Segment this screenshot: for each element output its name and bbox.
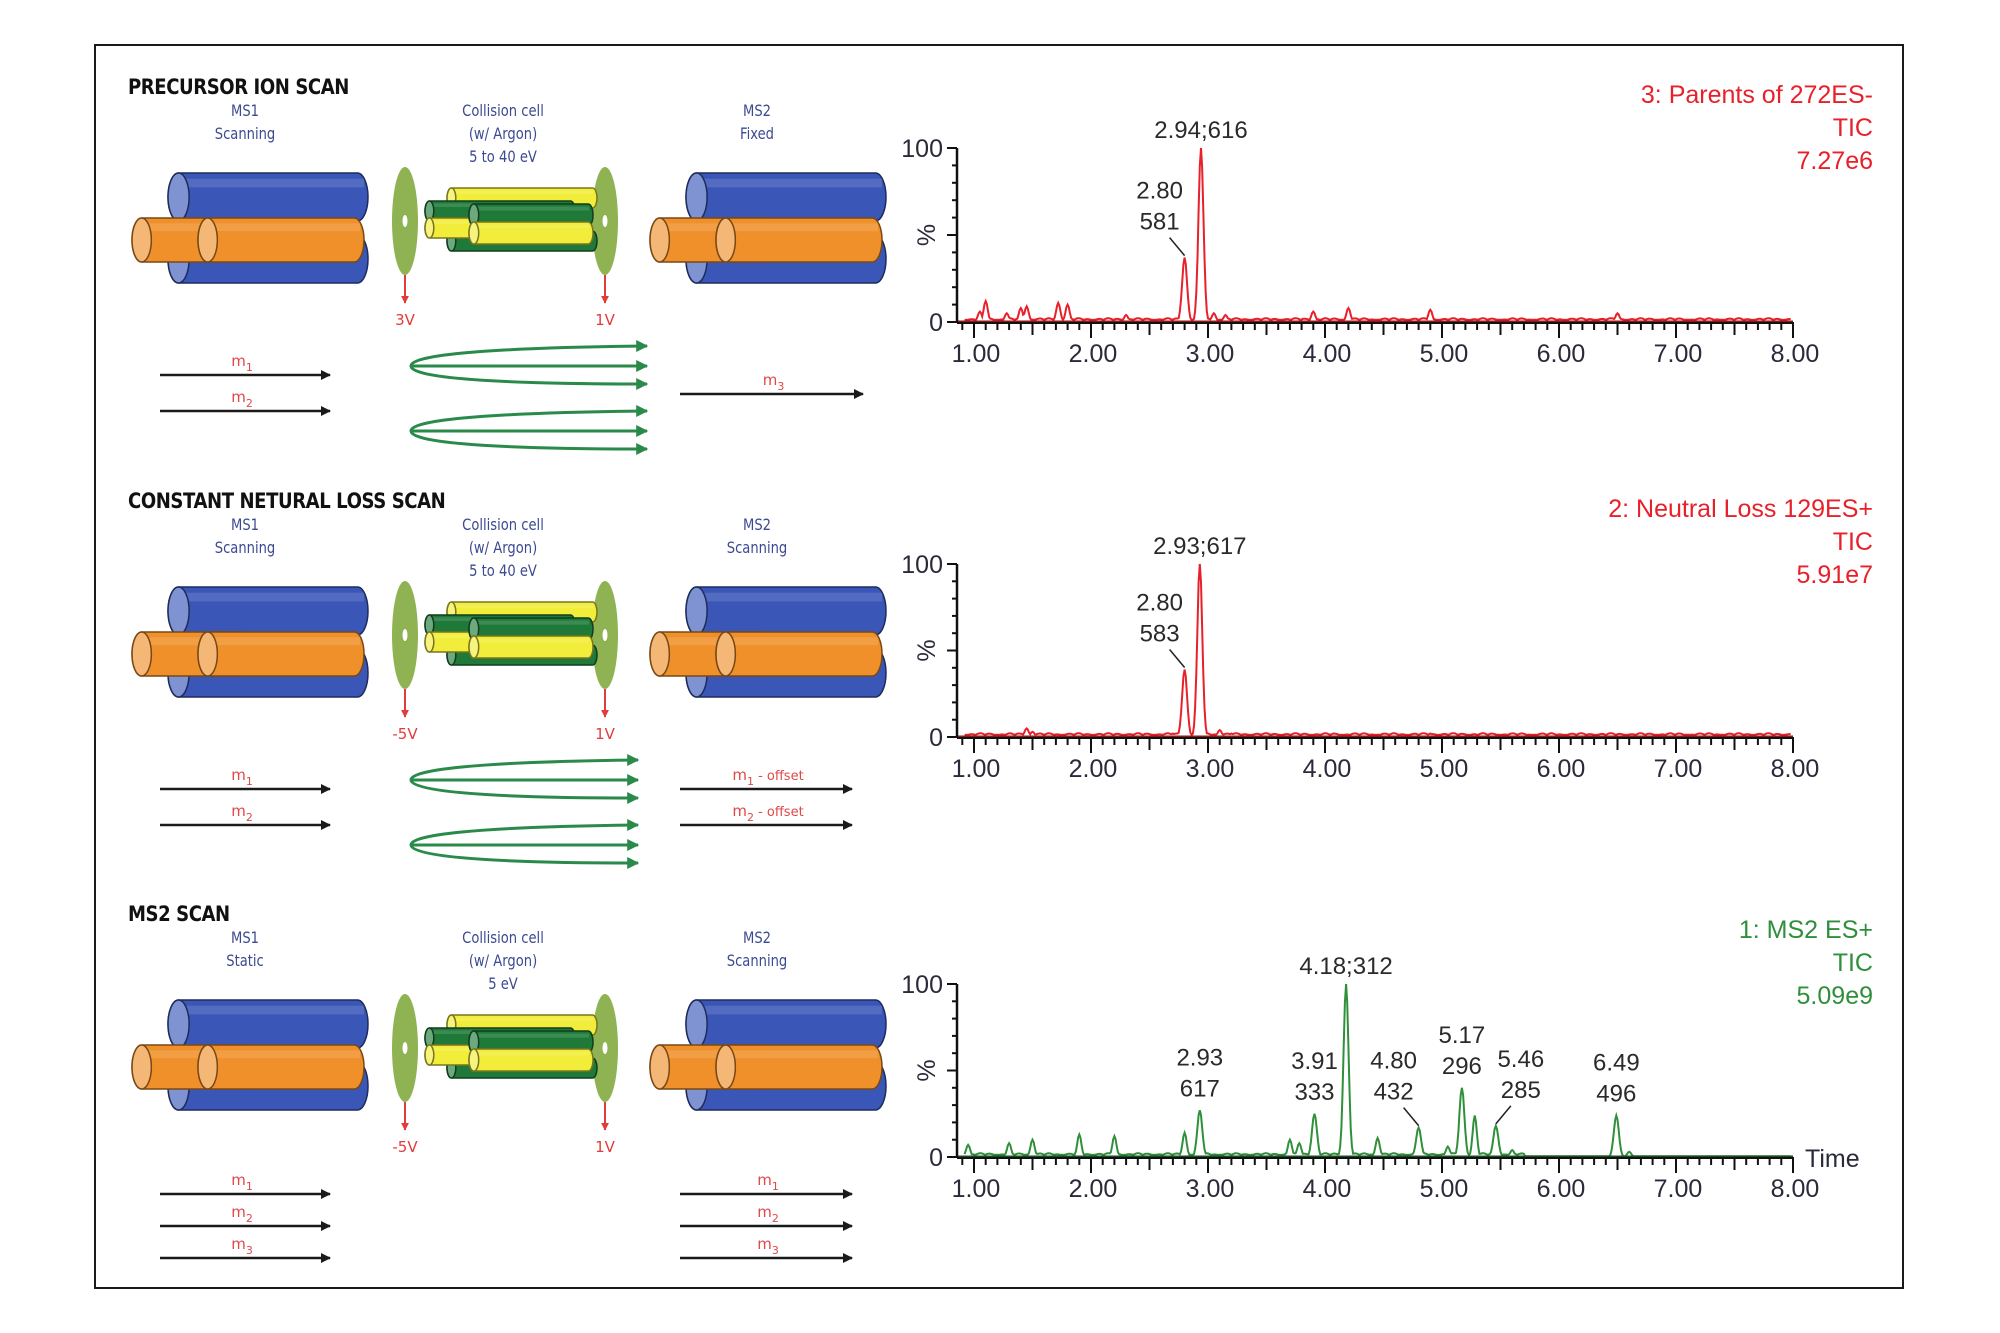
quad-rod-front-right bbox=[715, 631, 883, 677]
ms2-quadrupole bbox=[649, 586, 887, 698]
entrance-lens bbox=[392, 581, 418, 689]
ion-label: m1 bbox=[231, 766, 253, 788]
quad-rod-front-right bbox=[715, 217, 883, 263]
collision-cell-hexapole bbox=[424, 1014, 598, 1079]
entrance-lens bbox=[392, 167, 418, 275]
exit-lens bbox=[592, 167, 618, 275]
ms2-label: MS2 Fixed bbox=[739, 101, 775, 143]
ion-label: m2 - offset bbox=[732, 802, 803, 824]
ion-label: m2 bbox=[757, 1203, 779, 1225]
cell-rod bbox=[468, 635, 594, 659]
ion-label: m2 bbox=[231, 802, 253, 824]
cell-rod bbox=[468, 221, 594, 245]
fragment-fan bbox=[409, 754, 640, 804]
entrance-voltage: -5V bbox=[392, 725, 418, 743]
quad-rod-back-top bbox=[167, 586, 369, 636]
ms2-quadrupole bbox=[649, 999, 887, 1111]
instrument-diagram: -5V 1V m1 m2 m1 - offset m2 - offset bbox=[131, 581, 887, 869]
fragment-fan bbox=[409, 819, 640, 869]
section-title: CONSTANT NETURAL LOSS SCAN bbox=[128, 489, 446, 513]
collision-cell-label: Collision cell (w/ Argon) 5 to 40 eV bbox=[462, 101, 544, 166]
exit-lens bbox=[592, 581, 618, 689]
fragment-fan bbox=[409, 340, 649, 390]
ion-label: m2 bbox=[231, 1203, 253, 1225]
quad-rod-front-right bbox=[197, 217, 365, 263]
quad-rod-front-right bbox=[197, 631, 365, 677]
exit-voltage: 1V bbox=[595, 725, 616, 743]
exit-lens bbox=[592, 994, 618, 1102]
ion-label: m1 bbox=[757, 1171, 779, 1193]
instrument-diagram: 3V 1V m1 m2 m3 bbox=[131, 167, 887, 455]
ms1-label: MS1 Scanning bbox=[214, 101, 276, 143]
ion-label: m3 bbox=[231, 1235, 253, 1257]
section-title: PRECURSOR ION SCAN bbox=[128, 75, 349, 99]
ion-label: m3 bbox=[763, 371, 785, 393]
collision-cell-label: Collision cell (w/ Argon) 5 eV bbox=[462, 928, 544, 993]
instrument-diagram: -5V 1V m1 m2 m3 m1 m2 m3 bbox=[131, 994, 887, 1263]
quad-rod-front-right bbox=[715, 1044, 883, 1090]
ms1-label: MS1 Scanning bbox=[214, 515, 276, 557]
ion-label: m2 bbox=[231, 388, 253, 410]
ion-label: m1 bbox=[231, 1171, 253, 1193]
scan-section: MS2 SCAN MS1 Static Collision cell (w/ Arg… bbox=[0, 902, 2000, 1302]
fragment-fan bbox=[409, 405, 649, 455]
ms1-label: MS1 Static bbox=[226, 928, 264, 970]
ms1-quadrupole bbox=[131, 999, 369, 1111]
collision-cell-hexapole bbox=[424, 601, 598, 666]
quad-rod-back-top bbox=[685, 586, 887, 636]
entrance-voltage: -5V bbox=[392, 1138, 418, 1156]
quad-rod-front-right bbox=[197, 1044, 365, 1090]
ion-label: m3 bbox=[757, 1235, 779, 1257]
ms1-quadrupole bbox=[131, 172, 369, 284]
quad-rod-back-top bbox=[167, 999, 369, 1049]
trace-legend: 1: MS2 ES+ TIC 5.09e9 bbox=[1738, 916, 1873, 1010]
quad-rod-back-top bbox=[167, 172, 369, 222]
entrance-lens bbox=[392, 994, 418, 1102]
cell-rod bbox=[468, 1048, 594, 1072]
ion-label: m1 bbox=[231, 352, 253, 374]
entrance-voltage: 3V bbox=[395, 311, 416, 329]
figure-frame bbox=[94, 44, 1904, 1289]
exit-voltage: 1V bbox=[595, 311, 616, 329]
trace-legend: 3: Parents of 272ES- TIC 7.27e6 bbox=[1640, 81, 1873, 175]
ms1-quadrupole bbox=[131, 586, 369, 698]
quad-rod-back-top bbox=[685, 172, 887, 222]
scan-section: CONSTANT NETURAL LOSS SCAN MS1 Scanning Co… bbox=[0, 489, 2000, 889]
collision-cell-hexapole bbox=[424, 187, 598, 252]
ms2-label: MS2 Scanning bbox=[726, 515, 788, 557]
collision-cell-label: Collision cell (w/ Argon) 5 to 40 eV bbox=[462, 515, 544, 580]
quad-rod-back-top bbox=[685, 999, 887, 1049]
exit-voltage: 1V bbox=[595, 1138, 616, 1156]
scan-section: PRECURSOR ION SCAN MS1 Scanning Collision … bbox=[0, 75, 2000, 475]
ms2-label: MS2 Scanning bbox=[726, 928, 788, 970]
ion-label: m1 - offset bbox=[732, 766, 803, 788]
ms2-quadrupole bbox=[649, 172, 887, 284]
trace-legend: 2: Neutral Loss 129ES+ TIC 5.91e7 bbox=[1608, 495, 1873, 589]
section-title: MS2 SCAN bbox=[128, 902, 230, 926]
